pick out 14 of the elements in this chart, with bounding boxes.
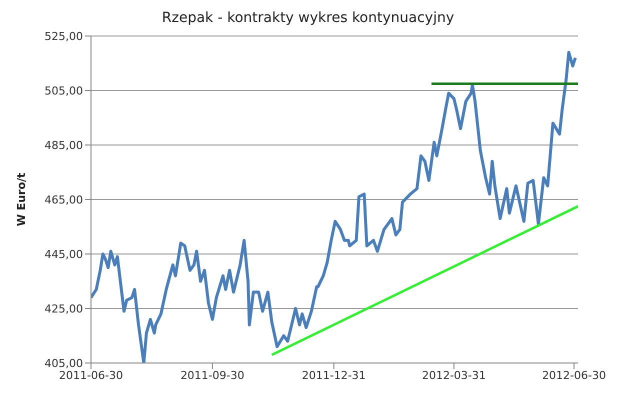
y-axis-title: W Euro/t (14, 172, 28, 226)
chart-title: Rzepak - kontrakty wykres kontynuacyjny (160, 10, 456, 26)
x-tick-label: 2012-03-31 (422, 368, 486, 382)
y-tick-label: 485,00 (44, 138, 83, 152)
x-tick-label: 2011-12-31 (302, 368, 366, 382)
y-tick-label: 445,00 (44, 248, 83, 261)
y-tick-label: 425,00 (44, 302, 83, 316)
y-tick-label: 505,00 (44, 84, 83, 98)
y-tick-label: 465,00 (44, 193, 83, 206)
y-tick-label: 525,00 (44, 30, 83, 43)
x-tick-label: 2012-06-30 (542, 368, 606, 382)
x-tick-label: 2011-06-30 (59, 368, 123, 382)
y-tick-label: 405,00 (44, 356, 83, 370)
x-tick-label: 2011-09-30 (180, 368, 244, 382)
